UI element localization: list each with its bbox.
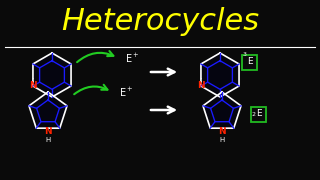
Text: N: N (44, 127, 52, 136)
Text: E$^+$: E$^+$ (125, 51, 139, 65)
Text: E$^+$: E$^+$ (119, 86, 133, 99)
Text: :: : (199, 77, 201, 83)
Text: 3: 3 (242, 51, 246, 57)
Text: E: E (247, 57, 253, 66)
Text: N: N (197, 82, 205, 91)
Text: E: E (256, 109, 262, 118)
Polygon shape (29, 92, 67, 128)
Text: 2: 2 (251, 111, 255, 116)
Text: :: : (31, 77, 33, 83)
Text: N: N (29, 82, 37, 91)
Polygon shape (201, 53, 239, 97)
Text: H: H (45, 137, 51, 143)
Text: N: N (218, 127, 226, 136)
FancyBboxPatch shape (242, 55, 257, 69)
FancyBboxPatch shape (251, 107, 266, 122)
Polygon shape (203, 92, 241, 128)
Text: Heterocycles: Heterocycles (61, 8, 259, 37)
Polygon shape (33, 53, 71, 97)
Text: H: H (220, 137, 225, 143)
